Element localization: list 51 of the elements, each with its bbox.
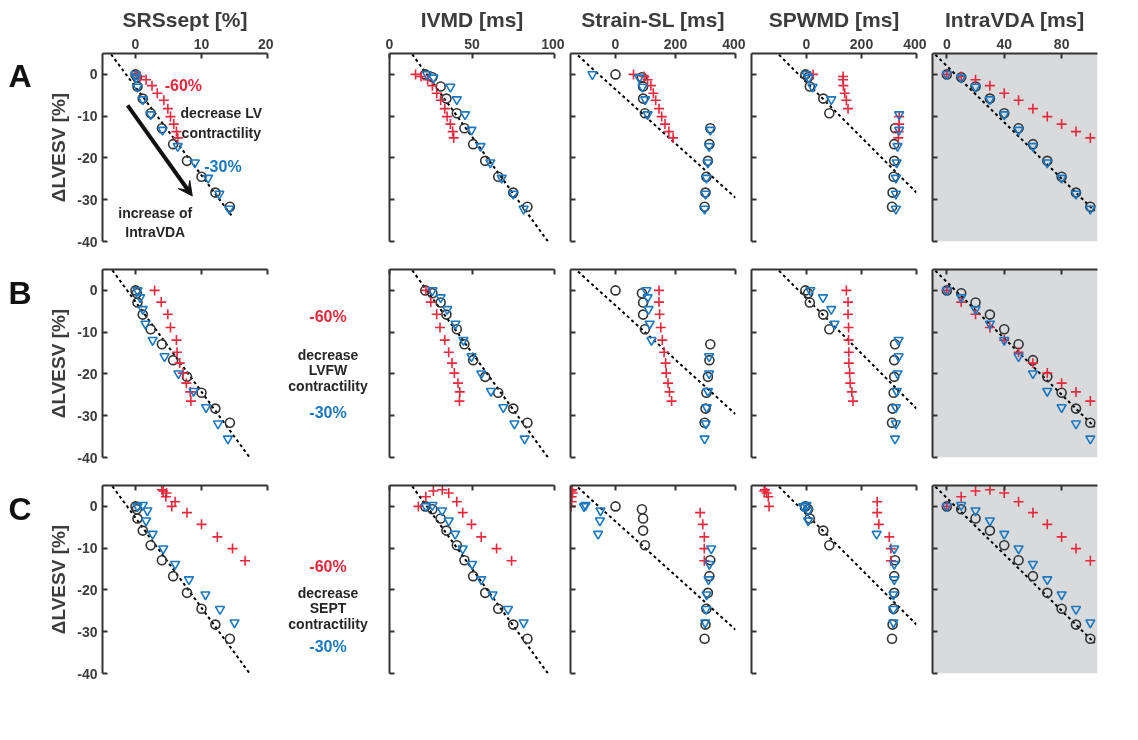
series-label: -30% bbox=[204, 157, 242, 175]
chart-title: SRSsept [%] bbox=[122, 7, 248, 31]
y-tick-label: -30 bbox=[77, 623, 98, 640]
y-tick-label: -10 bbox=[77, 324, 98, 341]
y-tick-label: -10 bbox=[77, 108, 98, 125]
y-tick-label: -40 bbox=[77, 449, 98, 466]
chart-title: IntraVDA [ms] bbox=[944, 7, 1085, 31]
y-tick-label: -40 bbox=[77, 665, 98, 682]
x-tick-label: 10 bbox=[193, 35, 210, 52]
x-tick-label: 0 bbox=[385, 35, 394, 52]
y-tick-label: 0 bbox=[89, 282, 98, 299]
text: -30% bbox=[308, 404, 348, 422]
y-tick-label: -20 bbox=[77, 581, 98, 598]
chart-title: IVMD [ms] bbox=[420, 7, 524, 31]
y-tick-label: -10 bbox=[77, 540, 98, 557]
text: A bbox=[7, 58, 33, 95]
y-axis-title: ΔLVESV [%] bbox=[48, 524, 70, 635]
y-tick-label: 0 bbox=[89, 498, 98, 515]
text: -30% bbox=[308, 638, 348, 656]
text: C bbox=[7, 491, 33, 528]
x-tick-label: 100 bbox=[541, 35, 565, 52]
y-tick-label: -20 bbox=[77, 149, 98, 166]
x-tick-label: 80 bbox=[1053, 35, 1070, 52]
chart-title: Strain-SL [ms] bbox=[581, 7, 725, 31]
text: decrease SEPT contractility bbox=[287, 585, 369, 633]
y-axis-title: ΔLVESV [%] bbox=[48, 92, 70, 203]
x-tick-label: 50 bbox=[464, 35, 480, 52]
annotation: decrease LV contractility bbox=[180, 105, 263, 141]
x-tick-label: 400 bbox=[722, 35, 746, 52]
x-tick-label: 40 bbox=[996, 35, 1013, 52]
text: B bbox=[7, 275, 33, 312]
text: decrease LVFW contractility bbox=[287, 347, 369, 395]
y-tick-label: -30 bbox=[77, 407, 98, 424]
text: -60% bbox=[308, 558, 348, 576]
chart-title: SPWMD [ms] bbox=[768, 7, 900, 31]
x-tick-label: 20 bbox=[257, 35, 274, 52]
y-tick-label: 0 bbox=[89, 66, 98, 83]
y-tick-label: -20 bbox=[77, 365, 98, 382]
x-tick-label: 0 bbox=[131, 35, 140, 52]
x-tick-label: 0 bbox=[802, 35, 811, 52]
text: -60% bbox=[308, 308, 348, 326]
x-tick-label: 200 bbox=[663, 35, 688, 52]
series-label: -60% bbox=[164, 76, 203, 94]
x-tick-label: 400 bbox=[903, 35, 927, 52]
x-tick-label: 0 bbox=[611, 35, 620, 52]
x-tick-label: 200 bbox=[849, 35, 874, 52]
y-axis-title: ΔLVESV [%] bbox=[48, 308, 70, 419]
x-tick-label: 0 bbox=[942, 35, 951, 52]
y-tick-label: -30 bbox=[77, 191, 98, 208]
annotation: increase of IntraVDA bbox=[118, 205, 193, 241]
y-tick-label: -40 bbox=[77, 233, 98, 250]
